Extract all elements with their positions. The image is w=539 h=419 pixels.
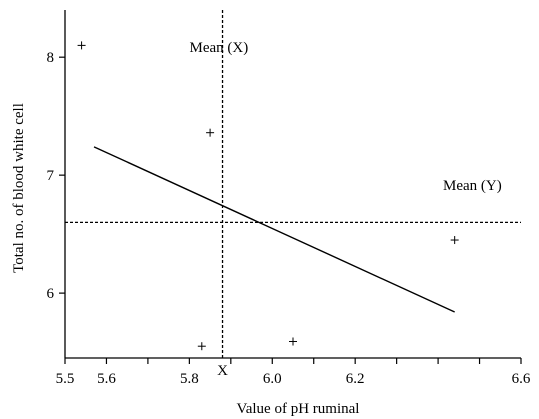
y-axis: 6 7 8 [47,10,66,358]
mean-lines [65,10,521,358]
y-axis-label: Total no. of blood white cell [11,103,27,273]
mean-x-label: Mean (X) [190,40,249,56]
x-axis-label: Value of pH ruminal [237,401,360,417]
y-tick-label-2: 8 [47,50,55,66]
data-point-0 [77,41,86,50]
data-point-3 [289,337,297,346]
y-tick-label-1: 7 [47,168,55,184]
mean-y-label: Mean (Y) [443,178,502,194]
mean-x-axis-marker: X [217,363,228,379]
y-tick-label-0: 6 [47,286,55,302]
regression-line-group [93,146,455,313]
data-points [77,41,459,351]
x-tick-label-6: 6.0 [263,371,282,387]
data-point-1 [206,128,215,137]
x-tick-label-10: 6.6 [512,371,531,387]
x-tick-label-8: 6.2 [346,371,365,387]
x-tick-label-4: 5.8 [180,371,199,387]
x-axis: 5.5 5.6 5.8 6.0 6.2 6.6 [56,357,531,387]
x-tick-label-0: 5.5 [56,371,75,387]
data-point-2 [197,342,206,351]
regression-line [93,146,455,313]
x-tick-label-2: 5.6 [97,371,116,387]
labels: Mean (X) Mean (Y) X Value of pH ruminal Tota… [11,40,502,417]
data-point-4 [450,236,459,245]
